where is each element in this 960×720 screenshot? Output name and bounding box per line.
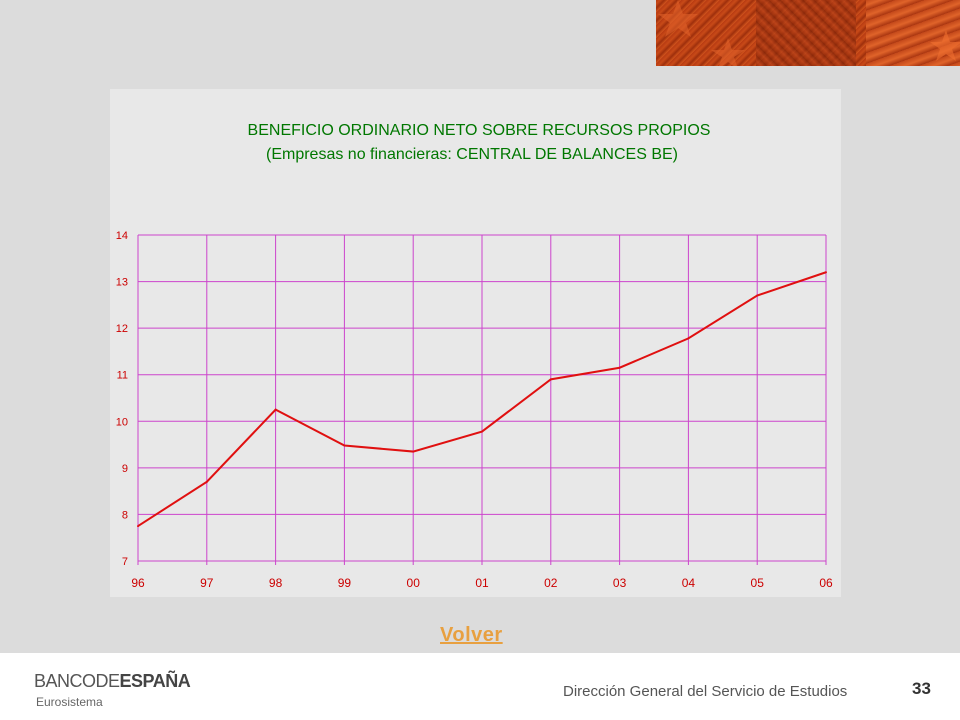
logo-subtitle: Eurosistema — [36, 695, 103, 709]
data-point — [274, 408, 277, 411]
y-tick-label: 9 — [122, 463, 128, 475]
x-tick-label: 97 — [200, 576, 214, 590]
chart-grid — [137, 234, 827, 565]
data-point — [205, 480, 208, 483]
data-point — [825, 271, 827, 274]
chart-title: BENEFICIO ORDINARIO NETO SOBRE RECURSOS … — [248, 122, 711, 139]
x-tick-label: 06 — [819, 576, 833, 590]
x-tick-label: 03 — [613, 576, 627, 590]
x-tick-label: 01 — [475, 576, 489, 590]
page-number: 33 — [912, 679, 931, 698]
footer: BANCODEESPAÑA Eurosistema Dirección Gene… — [0, 653, 960, 720]
data-point — [549, 378, 552, 381]
chart-panel: BENEFICIO ORDINARIO NETO SOBRE RECURSOS … — [110, 89, 841, 597]
data-point — [618, 366, 621, 369]
x-tick-label: 02 — [544, 576, 558, 590]
back-link[interactable]: Volver — [440, 624, 503, 646]
chart-series — [137, 271, 827, 528]
y-tick-label: 14 — [116, 230, 128, 242]
x-tick-label: 04 — [682, 576, 696, 590]
bank-logo: BANCODEESPAÑA — [34, 671, 191, 692]
data-point — [687, 337, 690, 340]
chart-subtitle: (Empresas no financieras: CENTRAL DE BAL… — [266, 146, 678, 163]
data-point — [137, 525, 139, 528]
star-icons — [658, 0, 960, 66]
x-tick-label: 98 — [269, 576, 283, 590]
logo-text-3: ESPAÑA — [119, 671, 191, 691]
data-point — [756, 294, 759, 297]
logo-text-1: BANCO — [34, 671, 96, 691]
y-tick-label: 10 — [116, 416, 128, 428]
chart-ticks: 7 8 9 10 11 12 13 14 96 97 98 99 00 01 02 03 04 05 06 — [116, 230, 833, 590]
y-tick-label: 8 — [122, 509, 128, 521]
y-tick-label: 11 — [117, 370, 128, 382]
y-tick-label: 7 — [122, 556, 128, 568]
y-tick-label: 12 — [116, 323, 128, 335]
x-tick-label: 99 — [338, 576, 352, 590]
y-tick-label: 13 — [116, 277, 128, 289]
department-label: Dirección General del Servicio de Estudi… — [563, 683, 848, 700]
x-tick-label: 05 — [751, 576, 765, 590]
logo-text-2: DE — [95, 671, 121, 691]
x-tick-label: 96 — [131, 576, 145, 590]
data-point — [343, 444, 346, 447]
line-chart: BENEFICIO ORDINARIO NETO SOBRE RECURSOS … — [116, 122, 833, 590]
decorative-banner — [656, 0, 960, 66]
x-tick-label: 00 — [407, 576, 421, 590]
data-point — [412, 450, 415, 453]
data-point — [481, 430, 483, 433]
